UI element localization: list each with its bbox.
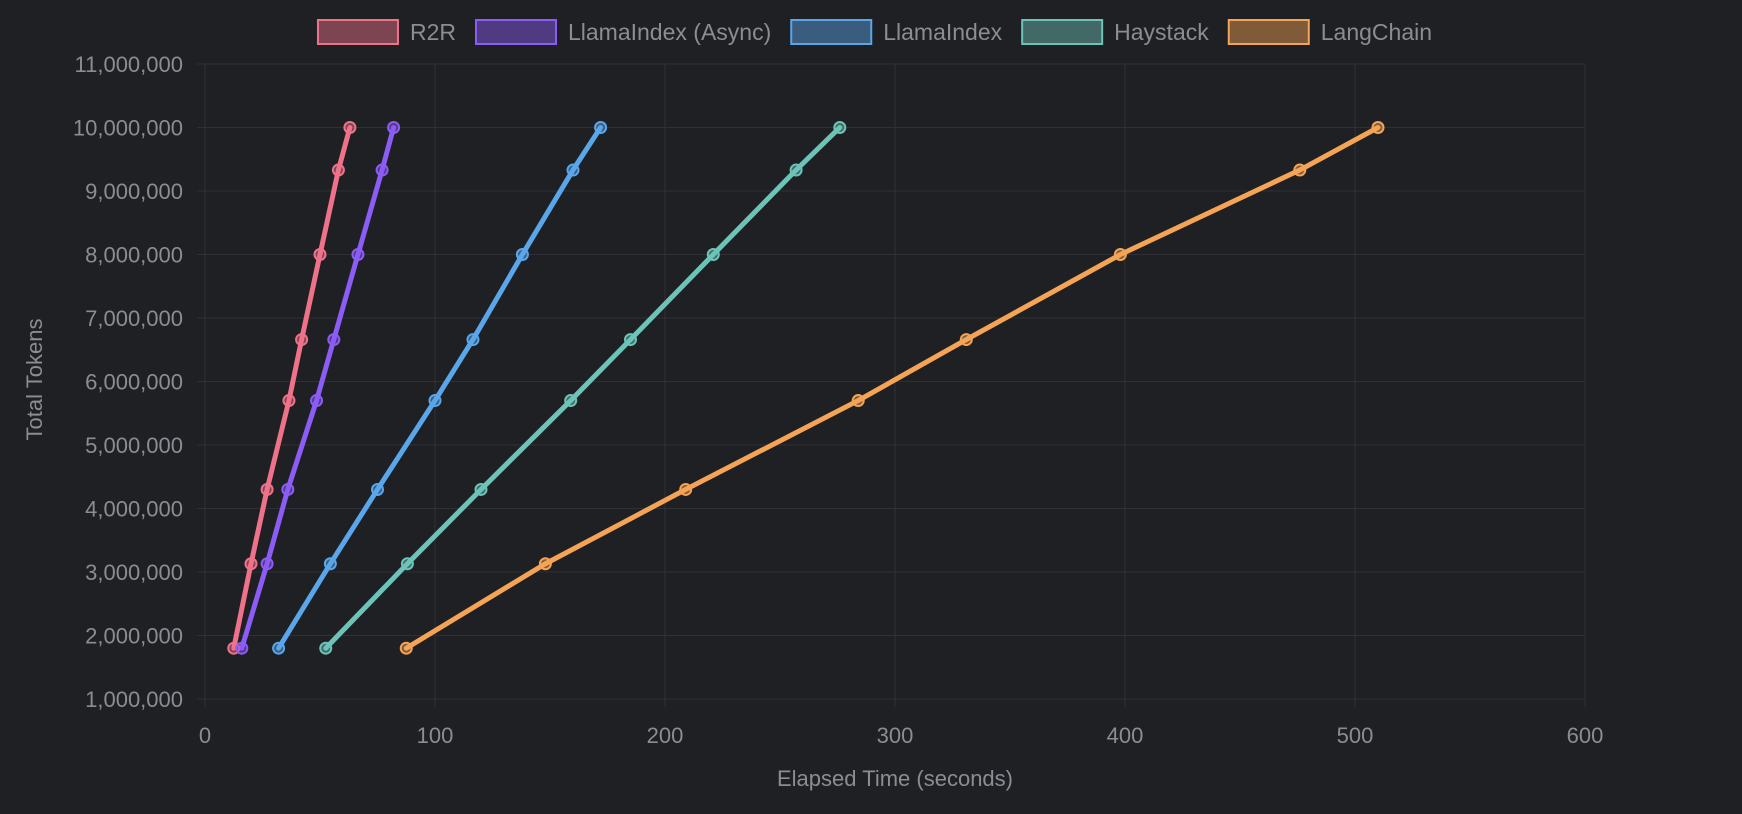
- y-tick-label: 8,000,000: [85, 243, 183, 268]
- data-point[interactable]: [244, 557, 258, 571]
- x-tick-label: 0: [199, 723, 211, 748]
- legend-label: R2R: [410, 19, 456, 45]
- data-point[interactable]: [789, 163, 803, 177]
- data-point[interactable]: [375, 163, 389, 177]
- data-point[interactable]: [260, 482, 274, 496]
- x-tick-label: 100: [417, 723, 454, 748]
- data-point[interactable]: [323, 557, 337, 571]
- series-r2r: [227, 121, 357, 655]
- y-axis-title: Total Tokens: [22, 319, 47, 441]
- axes: 1,000,000 2,000,000 3,000,000 4,000,000 5,00…: [73, 52, 1603, 748]
- legend-label: LlamaIndex: [883, 19, 1002, 45]
- data-point[interactable]: [1371, 121, 1385, 134]
- y-tick-label: 4,000,000: [85, 497, 183, 522]
- series-llamaindex: [272, 121, 608, 655]
- data-point[interactable]: [466, 333, 480, 347]
- legend-swatch: [474, 19, 557, 45]
- legend-item[interactable]: Haystack: [1021, 19, 1209, 45]
- y-tick-label: 11,000,000: [75, 52, 183, 77]
- data-point[interactable]: [594, 121, 608, 134]
- legend-swatch: [1227, 19, 1310, 45]
- data-point[interactable]: [564, 394, 578, 408]
- legend-label: Haystack: [1114, 19, 1209, 45]
- x-axis-title: Elapsed Time (seconds): [777, 766, 1013, 791]
- data-point[interactable]: [566, 163, 580, 177]
- legend-item[interactable]: LlamaIndex (Async): [474, 19, 771, 45]
- data-point[interactable]: [282, 394, 296, 408]
- data-point[interactable]: [679, 482, 693, 496]
- series-lines: [227, 121, 1385, 655]
- y-tick-label: 5,000,000: [85, 433, 183, 458]
- series-line: [231, 125, 353, 651]
- y-tick-label: 3,000,000: [85, 560, 183, 585]
- x-tick-label: 400: [1107, 723, 1144, 748]
- data-point[interactable]: [399, 641, 413, 655]
- series-line: [403, 125, 1381, 651]
- data-point[interactable]: [310, 394, 324, 408]
- data-point[interactable]: [371, 482, 384, 496]
- data-point[interactable]: [515, 248, 529, 261]
- data-point[interactable]: [833, 121, 847, 134]
- legend-item[interactable]: LlamaIndex: [790, 19, 1003, 45]
- legend-item[interactable]: R2R: [316, 19, 456, 45]
- data-point[interactable]: [235, 641, 249, 655]
- data-point[interactable]: [351, 248, 365, 261]
- series-llamaindex-async: [235, 121, 401, 655]
- data-point[interactable]: [1113, 248, 1127, 261]
- x-tick-label: 300: [877, 723, 914, 748]
- data-point[interactable]: [260, 557, 274, 571]
- series-line: [239, 125, 397, 651]
- data-point[interactable]: [400, 557, 414, 571]
- y-tick-label: 6,000,000: [85, 370, 183, 395]
- data-point[interactable]: [272, 641, 286, 655]
- x-tick-label: 600: [1567, 723, 1604, 748]
- y-tick-label: 1,000,000: [85, 687, 183, 712]
- legend-swatch: [1021, 19, 1104, 45]
- legend-swatch: [790, 19, 873, 45]
- data-point[interactable]: [1293, 163, 1307, 177]
- data-point[interactable]: [387, 121, 401, 134]
- y-tick-label: 10,000,000: [73, 116, 183, 141]
- legend: R2R LlamaIndex (Async) LlamaIndex Haystack L…: [316, 19, 1432, 45]
- data-point[interactable]: [959, 333, 973, 347]
- data-point[interactable]: [624, 333, 637, 347]
- x-tick-label: 200: [647, 723, 684, 748]
- x-tick-label: 500: [1337, 723, 1374, 748]
- series-langchain: [399, 121, 1385, 655]
- data-point[interactable]: [538, 557, 552, 571]
- legend-swatch: [316, 19, 399, 45]
- y-tick-label: 7,000,000: [85, 306, 183, 331]
- data-point[interactable]: [313, 248, 327, 261]
- data-point[interactable]: [331, 163, 345, 177]
- series-line: [276, 125, 604, 651]
- data-point[interactable]: [295, 333, 309, 347]
- data-point[interactable]: [851, 394, 865, 408]
- series-haystack: [319, 121, 847, 655]
- data-point[interactable]: [474, 482, 488, 496]
- data-point[interactable]: [327, 333, 341, 347]
- data-point[interactable]: [343, 121, 357, 134]
- data-point[interactable]: [428, 394, 442, 408]
- series-line: [323, 125, 843, 651]
- data-point[interactable]: [281, 482, 295, 496]
- legend-label: LlamaIndex (Async): [568, 19, 771, 45]
- legend-item[interactable]: LangChain: [1227, 19, 1432, 45]
- y-tick-label: 9,000,000: [85, 179, 183, 204]
- legend-label: LangChain: [1321, 19, 1432, 45]
- data-point[interactable]: [706, 248, 720, 261]
- data-point[interactable]: [319, 641, 333, 655]
- y-tick-label: 2,000,000: [85, 624, 183, 649]
